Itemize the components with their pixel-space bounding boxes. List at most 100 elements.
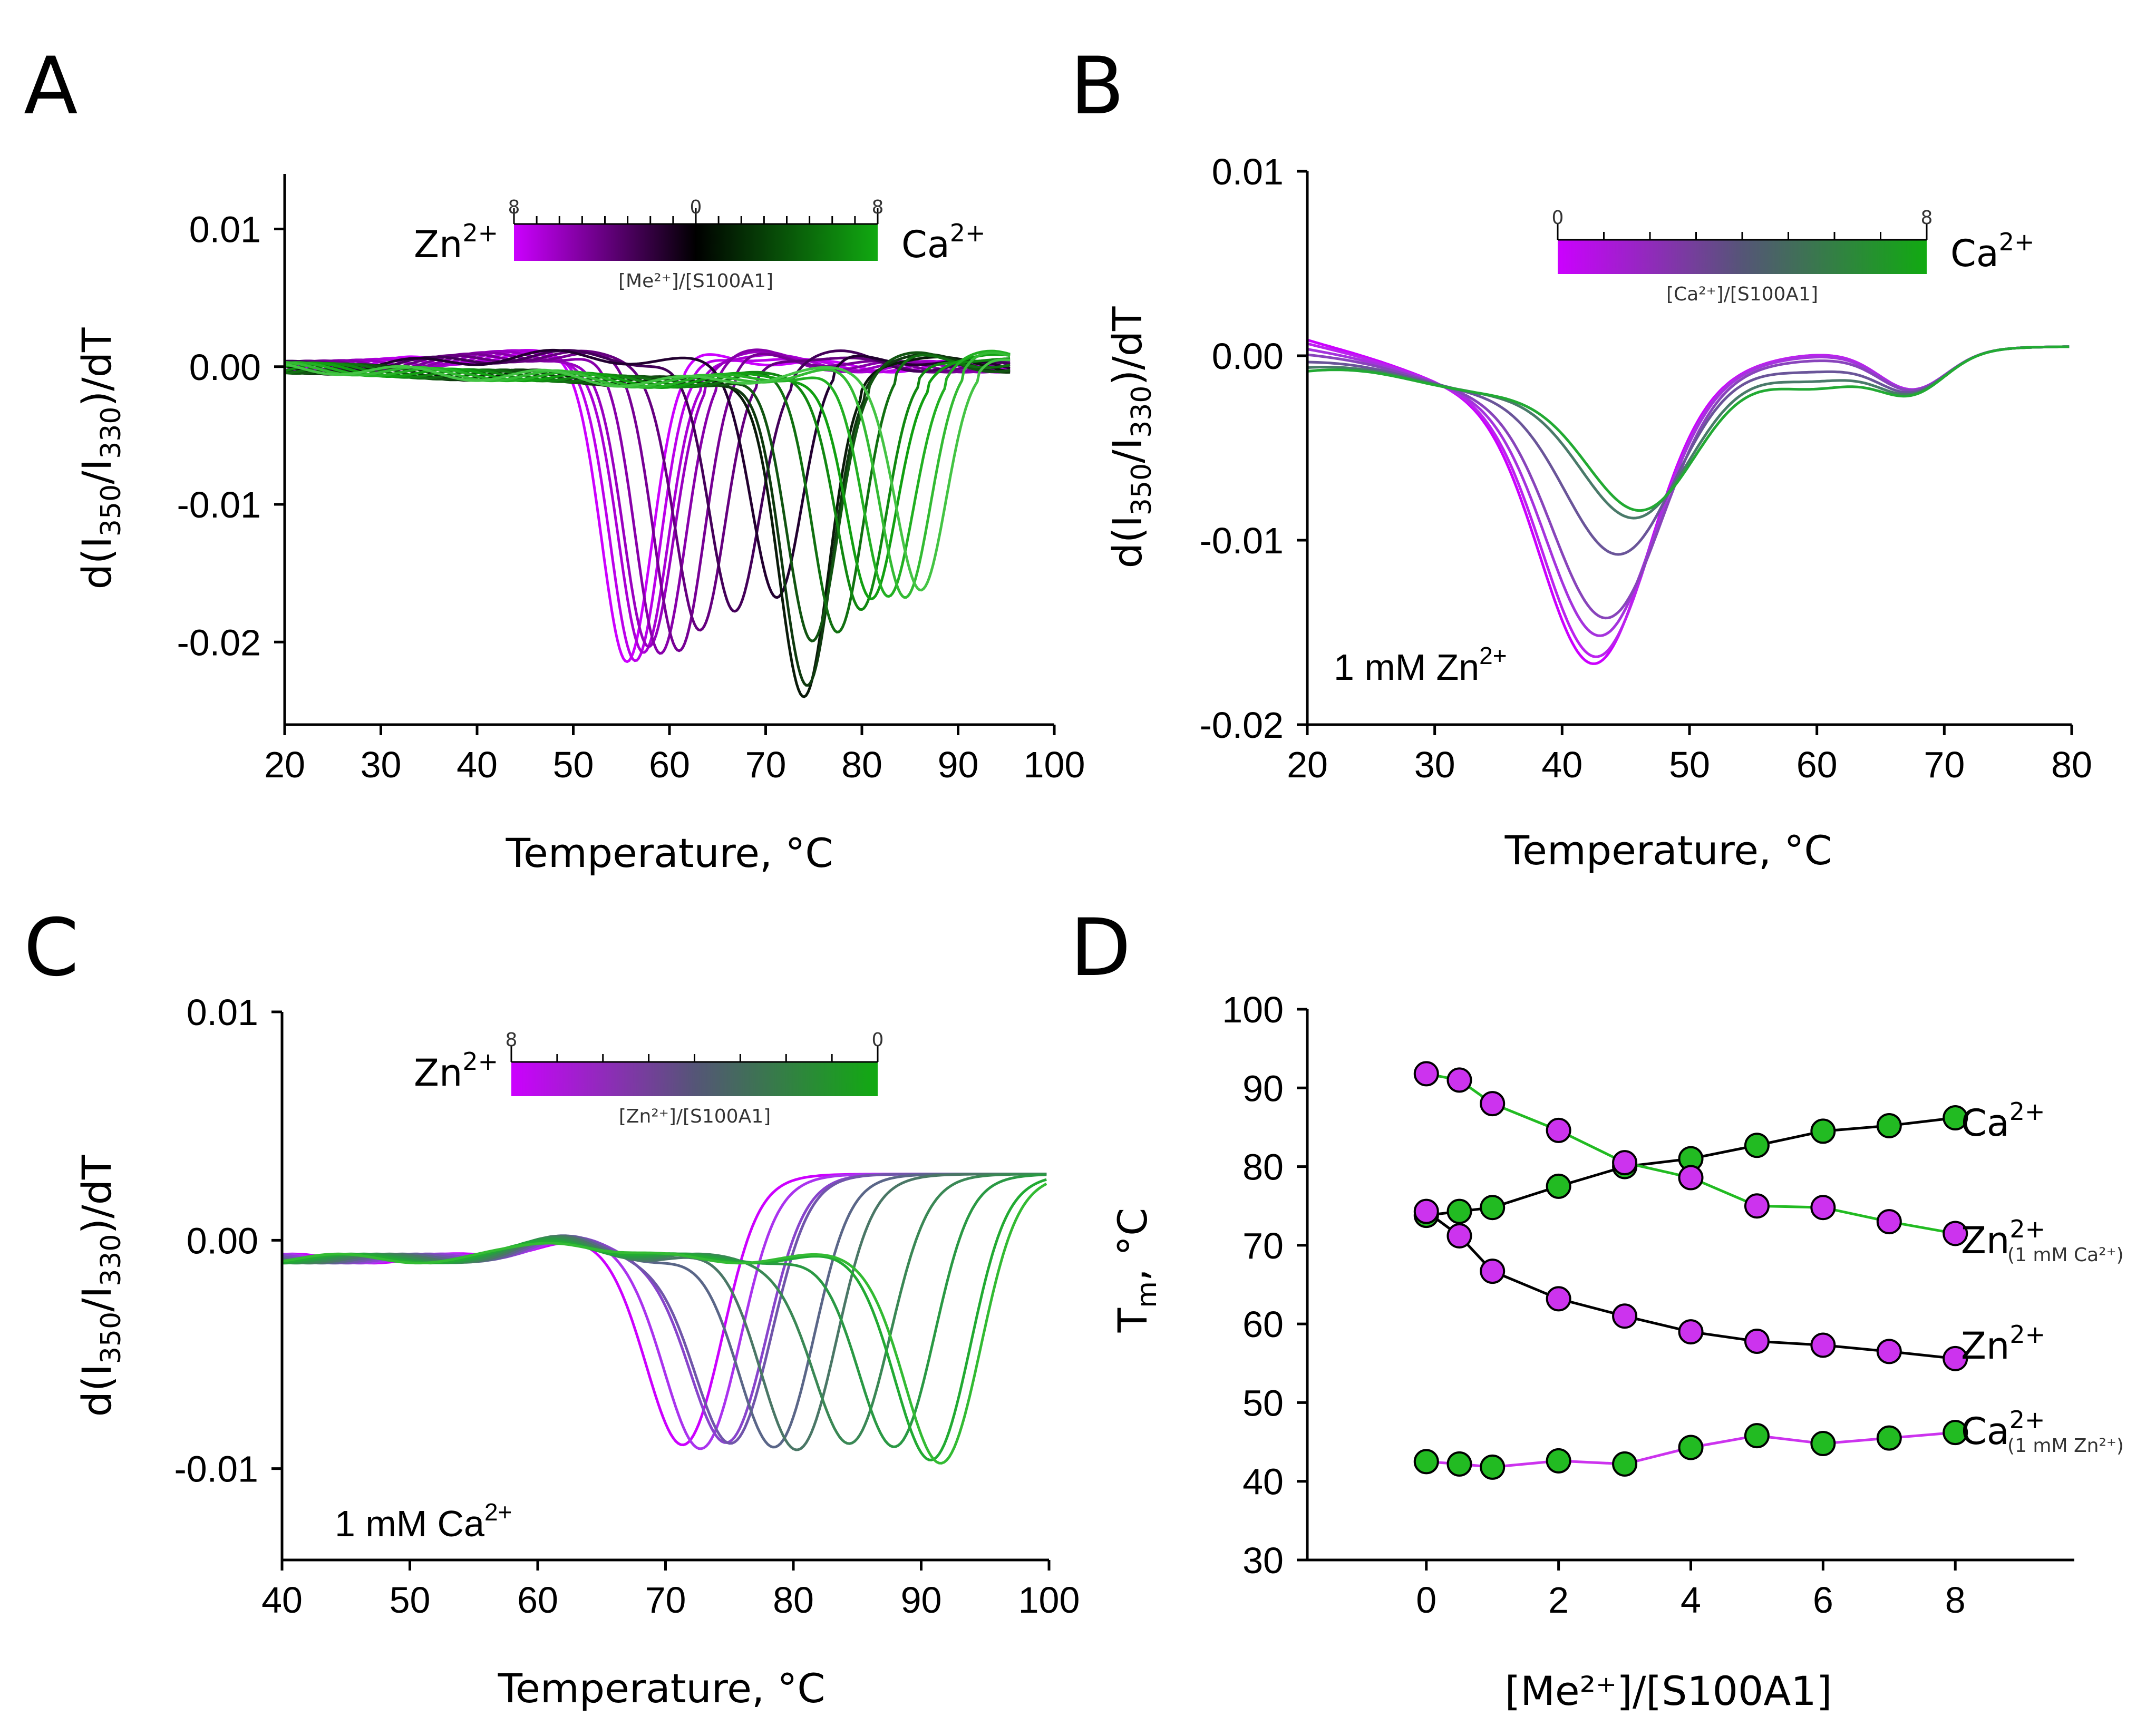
panel-a-curves bbox=[284, 348, 1011, 698]
panel-b-colorbar-ticks bbox=[1557, 224, 1928, 241]
panel-b-y-tick-label: -0.02 bbox=[1199, 705, 1284, 746]
panel-b-chart: 20 30 40 50 60 70 800.010.00-0.01-0.02 0 8 [Ca… bbox=[1104, 151, 2092, 874]
panel-d-point bbox=[1810, 1332, 1836, 1358]
panel-d-point bbox=[1413, 1449, 1439, 1475]
panel-c-x-tick-label: 90 bbox=[901, 1579, 942, 1621]
panel-a-curve bbox=[284, 349, 1011, 598]
panel-d-y-tick-label: 50 bbox=[1242, 1382, 1284, 1423]
panel-d-x-tick-label: 0 bbox=[1416, 1579, 1436, 1621]
panel-d-point bbox=[1446, 1451, 1472, 1477]
panel-letter-c: C bbox=[24, 902, 79, 994]
panel-d-point bbox=[1744, 1133, 1770, 1158]
panel-b-curve bbox=[1307, 342, 2070, 658]
panel-b-curve bbox=[1307, 338, 2070, 665]
panel-d-label-zn: Zn2+ bbox=[1961, 1320, 2045, 1368]
panel-d-y-tick-label: 80 bbox=[1242, 1147, 1284, 1188]
panel-a-colorbar-ticks bbox=[513, 208, 879, 225]
panel-a-y-tick-label: -0.01 bbox=[177, 484, 261, 525]
panel-d-point bbox=[1678, 1165, 1704, 1191]
panel-c-curve bbox=[281, 1173, 1047, 1445]
panel-d-point bbox=[1876, 1425, 1902, 1451]
panel-d-point bbox=[1943, 1420, 1968, 1446]
panel-d-point bbox=[1876, 1209, 1902, 1235]
panel-a-curve bbox=[284, 353, 1011, 601]
panel-d-point bbox=[1612, 1451, 1638, 1477]
panel-d-point bbox=[1810, 1195, 1836, 1221]
panel-b-colorbar: 0 8 [Ca²⁺]/[S100A1] Ca2+ bbox=[1552, 207, 2035, 305]
panel-a-curve bbox=[284, 351, 1011, 642]
panel-b-colorbar-gradient bbox=[1558, 240, 1927, 274]
panel-a-x-tick-label: 100 bbox=[1024, 744, 1085, 785]
panel-a-x-axis-title: Temperature, °C bbox=[506, 830, 833, 876]
panel-c-x-tick-label: 50 bbox=[390, 1579, 431, 1621]
panel-b-curve bbox=[1307, 345, 2070, 620]
panel-d-axes: 0 2 4 6 8 30 40 50 60 70 80 90 100 bbox=[1222, 989, 2074, 1621]
panel-b-colorbar-tick-label: 0 bbox=[1552, 207, 1564, 229]
panel-a-colorbar-tick-label: 8 bbox=[508, 197, 520, 218]
panel-b-x-axis-title: Temperature, °C bbox=[1504, 827, 1832, 874]
panel-d-series-line bbox=[1425, 1210, 1956, 1360]
panel-d-point bbox=[1446, 1198, 1472, 1224]
panel-d-x-tick-label: 6 bbox=[1813, 1579, 1833, 1621]
panel-b-y-tick-label: 0.01 bbox=[1212, 151, 1284, 192]
panel-c-curve bbox=[281, 1173, 1047, 1451]
panel-c-y-tick-label: 0.00 bbox=[187, 1220, 258, 1261]
panel-c-x-tick-label: 40 bbox=[261, 1579, 303, 1621]
panel-d-point bbox=[1546, 1286, 1571, 1312]
panel-d-series-line bbox=[1426, 1072, 1956, 1235]
panel-d-point bbox=[1744, 1423, 1770, 1449]
panel-d-point bbox=[1546, 1117, 1571, 1143]
panel-a-x-tick-label: 40 bbox=[457, 744, 498, 785]
panel-b-axes: 20 30 40 50 60 70 800.010.00-0.01-0.02 bbox=[1199, 151, 2092, 785]
panel-d-point bbox=[1612, 1150, 1638, 1176]
panel-c-curve bbox=[281, 1173, 1047, 1445]
panel-b-colorbar-caption: [Ca²⁺]/[S100A1] bbox=[1666, 284, 1818, 305]
panel-d-point bbox=[1480, 1091, 1506, 1117]
panel-d-point bbox=[1446, 1223, 1472, 1249]
panel-d-series-labels: Ca2+ Zn2+ (1 mM Ca²⁺) Zn2+ Ca2+ (1 mM Zn… bbox=[1961, 1097, 2124, 1457]
panel-b-x-tick-label: 40 bbox=[1541, 744, 1582, 785]
panel-d-label-ca: Ca2+ bbox=[1961, 1097, 2045, 1145]
panel-a-x-tick-label: 20 bbox=[264, 744, 305, 785]
panel-c-colorbar: 8 0 [Zn²⁺]/[S100A1] Zn2+ bbox=[414, 1029, 883, 1127]
panel-c-curve bbox=[282, 1173, 1047, 1448]
panel-b-y-tick-label: -0.01 bbox=[1199, 520, 1284, 561]
panel-b-curve bbox=[1307, 345, 2070, 637]
panel-c-x-tick-label: 100 bbox=[1018, 1579, 1080, 1621]
panel-d-point bbox=[1413, 1198, 1439, 1224]
panel-d-x-tick-label: 4 bbox=[1681, 1579, 1701, 1621]
panel-letter-d: D bbox=[1070, 902, 1131, 994]
panel-d-x-axis-title: [Me²⁺]/[S100A1] bbox=[1505, 1667, 1832, 1714]
panel-d-series-line bbox=[1426, 1431, 1956, 1469]
panel-c-colorbar-left-ion: Zn2+ bbox=[414, 1047, 498, 1095]
panel-b-curves bbox=[1307, 338, 2070, 665]
panel-a-x-tick-label: 30 bbox=[361, 744, 402, 785]
panel-a-x-tick-label: 90 bbox=[938, 744, 979, 785]
panel-b-curve bbox=[1307, 345, 2070, 512]
panel-d-y-tick-label: 90 bbox=[1242, 1068, 1284, 1109]
panel-b-colorbar-tick-label: 8 bbox=[1921, 207, 1933, 229]
panel-c-colorbar-tick-label: 8 bbox=[506, 1029, 518, 1051]
panel-letter-a: A bbox=[24, 41, 78, 132]
panel-d-point bbox=[1876, 1339, 1902, 1364]
panel-d-label-zn-with-ca: Zn2+ bbox=[1961, 1215, 2045, 1262]
panel-d-point bbox=[1678, 1319, 1704, 1345]
panel-a-colorbar-gradient bbox=[514, 224, 878, 261]
panel-d-point bbox=[1744, 1193, 1770, 1219]
panel-d-point bbox=[1943, 1345, 1968, 1371]
panel-a-y-axis-title: d(I350/I330)/dT bbox=[73, 327, 127, 589]
panel-c-colorbar-ticks bbox=[510, 1046, 879, 1063]
panel-d-point bbox=[1876, 1113, 1902, 1138]
panel-d-series-line bbox=[1426, 1116, 1956, 1217]
panel-c-curve bbox=[281, 1173, 1047, 1449]
panel-d-point bbox=[1413, 1061, 1439, 1087]
panel-c-x-tick-label: 80 bbox=[773, 1579, 814, 1621]
panel-a-curve bbox=[284, 358, 1011, 592]
panel-d-point bbox=[1943, 1221, 1968, 1246]
panel-d-series bbox=[1413, 1061, 1968, 1480]
panel-b-x-tick-label: 80 bbox=[2051, 744, 2092, 785]
